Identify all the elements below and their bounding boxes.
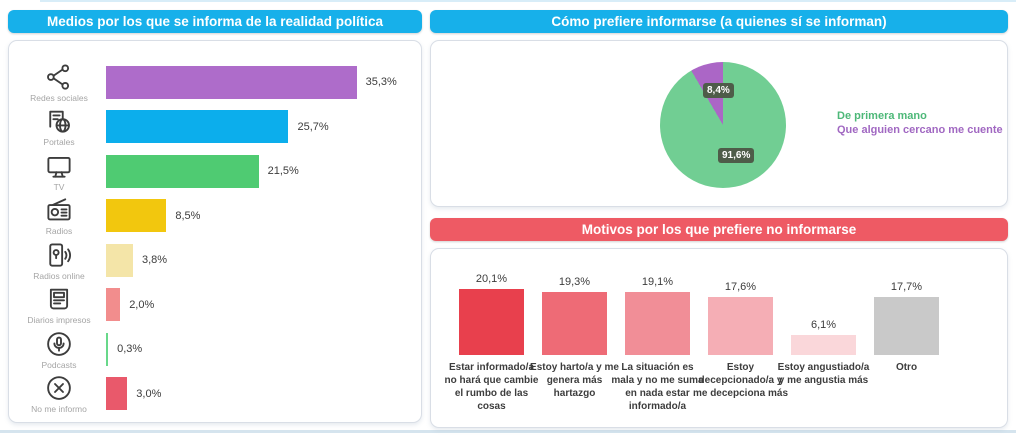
reason-column: 19,3% Estoy harto/a y me genera más harta… — [530, 249, 619, 400]
media-row: Radios online 3,8% — [16, 238, 415, 283]
reason-column: 19,1% La situación es mala y no me suma e… — [611, 249, 703, 413]
media-value-label: 3,0% — [136, 387, 162, 400]
media-bar — [106, 154, 259, 188]
pie-slice-label: 8,4% — [703, 83, 734, 98]
media-value-label: 0,3% — [117, 343, 143, 356]
media-category-label: Radios online — [33, 270, 85, 281]
media-bar — [106, 377, 128, 411]
media-bar — [106, 243, 133, 277]
reason-category-label: La situación es mala y no me suma en nad… — [611, 362, 704, 412]
media-row: Podcasts 0,3% — [16, 327, 415, 372]
media-icon-cell: Diarios impresos — [16, 284, 102, 325]
legend-item: De primera mano — [837, 110, 927, 122]
media-row: Redes sociales 35,3% — [16, 60, 415, 105]
reason-bar — [459, 289, 524, 355]
reason-bar-zone: 17,6% — [708, 249, 773, 355]
reason-bar — [874, 296, 939, 355]
bottom-edge-strip — [0, 430, 1016, 433]
top-edge-strip — [40, 0, 1016, 2]
radio-icon — [44, 195, 74, 225]
media-chart: Redes sociales 35,3% Portales 25,7% TV 21,5% R… — [9, 41, 421, 416]
media-bar — [106, 288, 121, 322]
reason-bar-zone: 6,1% — [791, 249, 856, 355]
media-value-label: 8,5% — [175, 209, 201, 222]
social-network-icon — [44, 62, 74, 92]
reason-bar-zone: 20,1% — [459, 249, 524, 355]
reason-category-label: Otro — [895, 362, 918, 373]
news-portal-icon — [44, 106, 74, 136]
reason-bar-zone: 19,1% — [625, 249, 690, 355]
media-panel-body: Redes sociales 35,3% Portales 25,7% TV 21,5% R… — [8, 40, 422, 423]
media-row: No me informo 3,0% — [16, 372, 415, 417]
reason-value-label: 19,3% — [558, 275, 591, 288]
media-bar — [106, 199, 167, 233]
media-category-label: Diarios impresos — [27, 315, 91, 326]
media-value-label: 3,8% — [141, 254, 168, 267]
media-icon-cell: Radios — [16, 195, 102, 236]
media-bar — [106, 110, 289, 144]
reason-bar — [791, 335, 856, 355]
reason-category-label: Estoy angustiado/a y me angustia más — [777, 362, 870, 386]
media-icon-cell: TV — [16, 151, 102, 192]
reason-value-label: 17,7% — [890, 280, 923, 293]
media-category-label: Redes sociales — [30, 92, 88, 103]
preference-panel-header: Cómo prefiere informarse (a quienes sí s… — [430, 10, 1008, 33]
pie-legend: De primera mano Que alguien cercano me cu… — [837, 109, 1003, 137]
media-row: Radios 8,5% — [16, 194, 415, 239]
reason-category-label: Estoy decepcionado/a y me decepciona más — [692, 362, 789, 399]
reason-column: 17,6% Estoy decepcionado/a y me decepcion… — [693, 249, 788, 400]
media-icon-cell: Redes sociales — [16, 62, 102, 103]
reason-value-label: 19,1% — [641, 276, 674, 289]
reason-category-label: Estoy harto/a y me genera más hartazgo — [530, 362, 619, 399]
media-panel-header: Medios por los que se informa de la real… — [8, 10, 422, 33]
preference-panel-body: De primera mano Que alguien cercano me cu… — [430, 40, 1008, 207]
reason-bar — [625, 292, 690, 355]
media-icon-cell: Portales — [16, 106, 102, 147]
legend-item: Que alguien cercano me cuente — [837, 124, 1003, 136]
tv-icon — [44, 151, 74, 181]
reason-value-label: 6,1% — [810, 319, 837, 331]
media-icon-cell: Podcasts — [16, 329, 102, 370]
media-value-label: 2,0% — [129, 298, 155, 311]
online-radio-icon — [44, 240, 74, 270]
media-bar — [106, 65, 357, 99]
preference-pie — [660, 62, 786, 188]
pie-slice-label: 91,6% — [718, 148, 755, 163]
media-category-label: Portales — [43, 137, 75, 148]
reasons-chart: 20,1% Estar informado/a no hará que cambi… — [431, 249, 1007, 413]
reason-bar-zone: 17,7% — [874, 249, 939, 355]
media-category-label: Podcasts — [41, 359, 77, 370]
no-info-icon — [44, 373, 74, 403]
reason-column: 20,1% Estar informado/a no hará que cambi… — [445, 249, 539, 413]
reason-value-label: 17,6% — [724, 281, 757, 294]
media-panel: Medios por los que se informa de la real… — [8, 10, 422, 423]
reason-bar-zone: 19,3% — [542, 249, 607, 355]
media-row: Diarios impresos 2,0% — [16, 283, 415, 328]
podcast-icon — [44, 329, 74, 359]
reason-category-label: Estar informado/a no hará que cambie el … — [444, 362, 539, 412]
media-value-label: 25,7% — [297, 120, 329, 133]
media-value-label: 35,3% — [365, 76, 397, 89]
media-value-label: 21,5% — [267, 165, 299, 178]
media-bar — [106, 332, 109, 366]
reasons-panel: Motivos por los que prefiere no informar… — [430, 218, 1008, 429]
reason-bar — [708, 297, 773, 355]
media-category-label: TV — [53, 181, 65, 192]
reasons-panel-body: 20,1% Estar informado/a no hará que cambi… — [430, 248, 1008, 428]
reason-column: 6,1% Estoy angustiado/a y me angustia más — [778, 249, 870, 387]
media-row: TV 21,5% — [16, 149, 415, 194]
media-icon-cell: Radios online — [16, 240, 102, 281]
media-category-label: Radios — [45, 226, 73, 237]
media-icon-cell: No me informo — [16, 373, 102, 414]
media-category-label: No me informo — [31, 404, 87, 415]
reason-bar — [542, 291, 607, 355]
newspaper-icon — [44, 284, 74, 314]
reasons-panel-header: Motivos por los que prefiere no informar… — [430, 218, 1008, 241]
reason-value-label: 20,1% — [475, 273, 508, 285]
media-row: Portales 25,7% — [16, 105, 415, 150]
preference-panel: Cómo prefiere informarse (a quienes sí s… — [430, 10, 1008, 208]
reason-column: 17,7% Otro — [865, 249, 948, 374]
